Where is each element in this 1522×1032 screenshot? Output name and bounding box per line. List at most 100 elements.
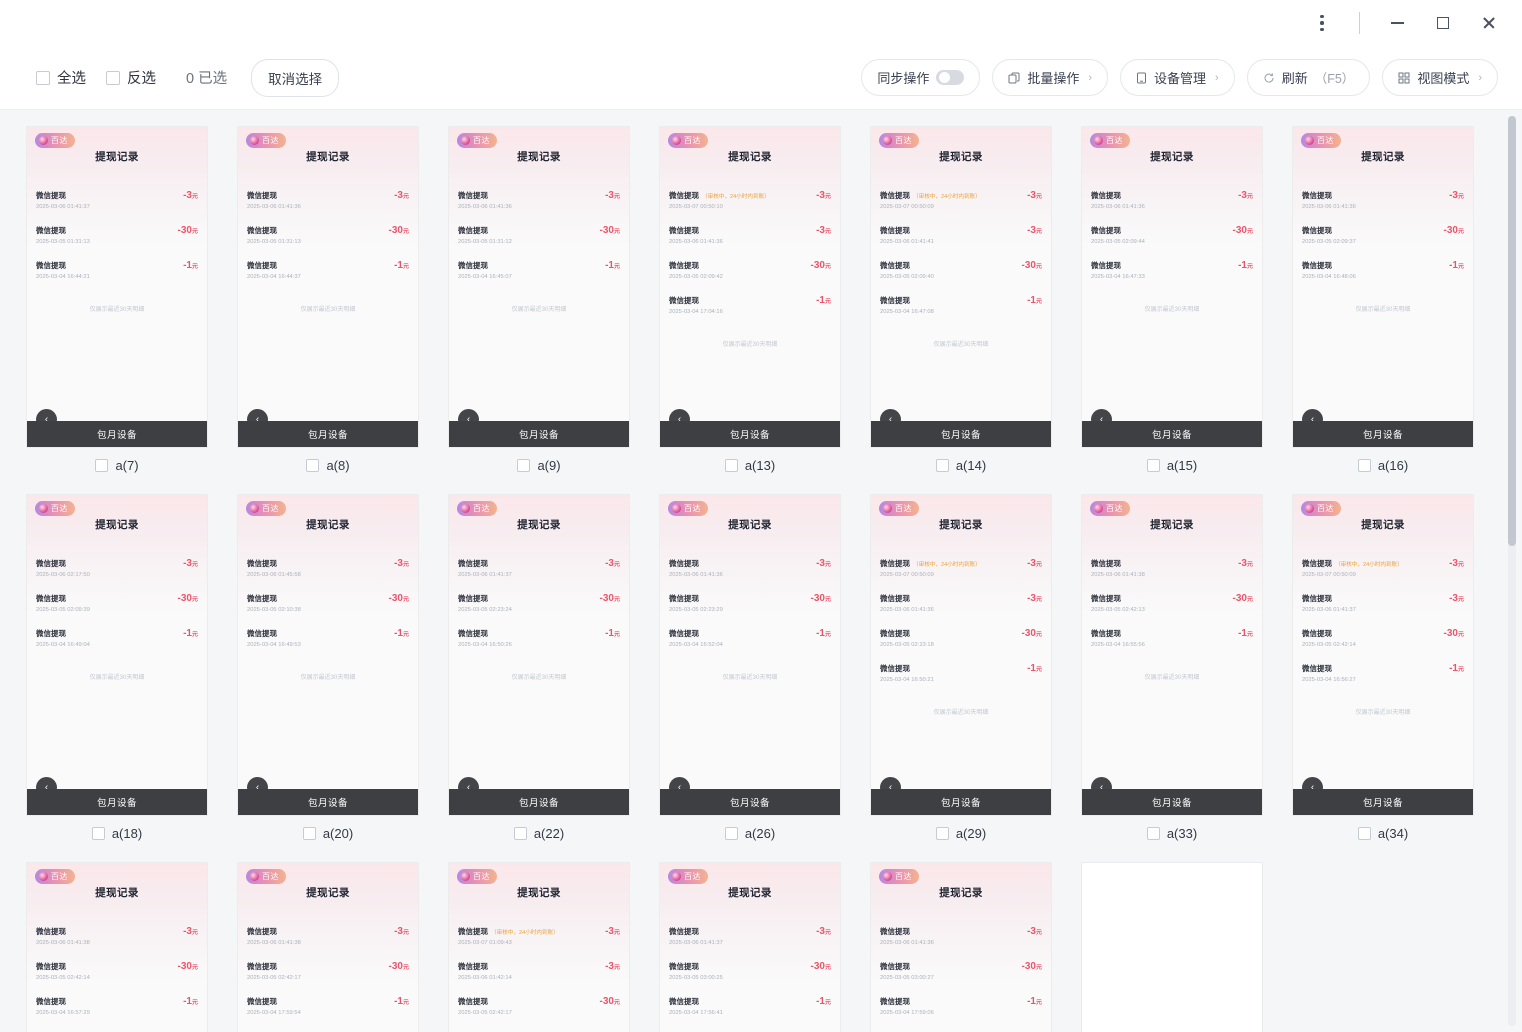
- invert-selection-checkbox[interactable]: 反选: [106, 67, 156, 88]
- device-card[interactable]: 百达 提现记录 微信提现 2025-03-06 01:41:36 -3元: [1292, 126, 1474, 482]
- withdrawal-title: 微信提现: [458, 962, 488, 971]
- device-select-checkbox[interactable]: [935, 458, 949, 472]
- withdrawal-title-line: 微信提现: [669, 961, 723, 972]
- device-card[interactable]: 百达 提现记录 微信提现 2025-03-06 01:41:38 -3元: [237, 862, 419, 1032]
- device-card[interactable]: 百达 提现记录 微信提现 2025-03-06 01:41:37 -3元: [26, 126, 208, 482]
- batch-operation-label: 批量操作: [1027, 71, 1080, 86]
- brand-name: 百达: [684, 504, 701, 513]
- select-all-label: 全选: [57, 71, 86, 87]
- withdrawal-title: 微信提现: [880, 296, 910, 305]
- device-card[interactable]: 百达 提现记录 微信提现 （审核中，24小时内到账） 2025-03-07 00…: [870, 494, 1052, 850]
- device-select-checkbox[interactable]: [1357, 826, 1371, 840]
- device-select-checkbox[interactable]: [517, 458, 531, 472]
- phone-mirror[interactable]: 百达 提现记录 微信提现 2025-03-06 01:41:38 -3元: [1081, 494, 1263, 816]
- device-card[interactable]: 百达 提现记录 微信提现 2025-03-06 01:41:38 -3元: [26, 862, 208, 1032]
- device-select-checkbox[interactable]: [1146, 826, 1160, 840]
- device-select-checkbox[interactable]: [935, 826, 949, 840]
- device-select-checkbox[interactable]: [1146, 458, 1160, 472]
- phone-mirror[interactable]: 百达 提现记录 微信提现 2025-03-06 01:41:36 -3元: [870, 862, 1052, 1032]
- device-select-checkbox[interactable]: [306, 458, 320, 472]
- device-card[interactable]: 百达 提现记录 微信提现 2025-03-06 01:41:36 -3元: [659, 494, 841, 850]
- withdrawal-info: 微信提现 2025-03-06 01:41:38: [1091, 558, 1145, 578]
- device-management-button[interactable]: 设备管理 ›: [1120, 59, 1235, 96]
- refresh-label: 刷新: [1281, 71, 1308, 86]
- toggle-switch[interactable]: [936, 70, 965, 85]
- device-card[interactable]: 百达 提现记录 微信提现 2025-03-06 01:45:58 -3元: [237, 494, 419, 850]
- phone-mirror[interactable]: 百达 提现记录 微信提现 （审核中，24小时内到账） 2025-03-07 00…: [870, 126, 1052, 448]
- phone-mirror[interactable]: 百达 提现记录 微信提现 （审核中，24小时内到账） 2025-03-07 01…: [448, 862, 630, 1032]
- phone-mirror[interactable]: 百达 提现记录 微信提现 2025-03-06 01:41:38 -3元: [26, 862, 208, 1032]
- device-card[interactable]: 百达 提现记录 微信提现 （审核中，24小时内到账） 2025-03-07 01…: [448, 862, 630, 1032]
- phone-mirror[interactable]: 百达 提现记录 微信提现 2025-03-06 01:41:38 -3元: [237, 862, 419, 1032]
- withdrawal-title-line: 微信提现 （审核中，24小时内到账）: [880, 558, 981, 569]
- device-select-checkbox[interactable]: [513, 826, 527, 840]
- withdrawal-title-line: 微信提现: [880, 926, 934, 937]
- withdrawal-info: 微信提现 2025-03-06 02:17:50: [36, 558, 90, 578]
- phone-mirror[interactable]: 百达 提现记录 微信提现 2025-03-06 01:41:37 -3元: [26, 126, 208, 448]
- device-card[interactable]: 百达 提现记录 微信提现 （审核中，24小时内到账） 2025-03-07 00…: [659, 126, 841, 482]
- withdrawal-title: 微信提现: [669, 997, 699, 1006]
- device-select-checkbox[interactable]: [724, 826, 738, 840]
- device-card[interactable]: 百达 提现记录 微信提现 （审核中，24小时内到账） 2025-03-07 00…: [1292, 494, 1474, 850]
- device-card[interactable]: 百达 提现记录 微信提现 2025-03-06 01:41:37 -3元: [448, 494, 630, 850]
- withdrawal-row: 微信提现 2025-03-06 01:45:58 -3元: [247, 551, 409, 586]
- refresh-button[interactable]: 刷新 （F5）: [1246, 59, 1371, 96]
- phone-mirror[interactable]: 百达 提现记录 微信提现 2025-03-06 01:41:36 -3元: [1081, 126, 1263, 448]
- close-button[interactable]: [1466, 0, 1512, 46]
- phone-mirror[interactable]: 百达 提现记录 微信提现 2025-03-06 01:41:37 -3元: [659, 862, 841, 1032]
- withdrawal-title-line: 微信提现 （审核中，24小时内到账）: [669, 190, 770, 201]
- maximize-button[interactable]: [1420, 0, 1466, 46]
- phone-mirror[interactable]: 百达 提现记录 微信提现 （审核中，24小时内到账） 2025-03-07 00…: [659, 126, 841, 448]
- device-card[interactable]: 百达 提现记录 微信提现 2025-03-06 01:41:37 -3元: [659, 862, 841, 1032]
- view-mode-button[interactable]: 视图模式 ›: [1382, 59, 1498, 96]
- withdrawal-amount: -3元: [605, 190, 620, 201]
- withdrawal-time: 2025-03-05 02:42:14: [36, 975, 90, 981]
- device-select-checkbox[interactable]: [1357, 458, 1371, 472]
- withdrawal-amount: -30元: [1232, 593, 1253, 604]
- device-card[interactable]: 百达 提现记录 微信提现 2025-03-06 01:41:36 -3元: [237, 126, 419, 482]
- withdrawal-title-line: 微信提现: [458, 558, 512, 569]
- device-card[interactable]: 百达 提现记录 微信提现 2025-03-06 02:17:50 -3元: [26, 494, 208, 850]
- minimize-button[interactable]: [1374, 0, 1420, 46]
- scrollbar-thumb[interactable]: [1508, 116, 1516, 546]
- device-card[interactable]: 百达 提现记录 微信提现 2025-03-06 01:41:36 -3元: [870, 862, 1052, 1032]
- withdrawal-time: 2025-03-05 02:42:17: [458, 1010, 512, 1016]
- withdrawal-title-line: 微信提现: [36, 926, 90, 937]
- withdrawal-amount: -3元: [183, 926, 198, 937]
- withdrawal-title-line: 微信提现: [1302, 225, 1356, 236]
- device-select-checkbox[interactable]: [91, 826, 105, 840]
- add-device-card[interactable]: + 新增设备: [1081, 862, 1263, 1032]
- sync-operation-toggle[interactable]: 同步操作: [861, 59, 981, 96]
- phone-mirror[interactable]: 百达 提现记录 微信提现 2025-03-06 01:45:58 -3元: [237, 494, 419, 816]
- withdrawal-time: 2025-03-05 03:00:27: [880, 975, 934, 981]
- phone-mirror[interactable]: 百达 提现记录 微信提现 2025-03-06 01:41:36 -3元: [237, 126, 419, 448]
- page-title: 提现记录: [95, 887, 139, 899]
- device-select-checkbox[interactable]: [302, 826, 316, 840]
- device-card[interactable]: 百达 提现记录 微信提现 2025-03-06 01:41:36 -3元: [448, 126, 630, 482]
- device-card[interactable]: 百达 提现记录 微信提现 （审核中，24小时内到账） 2025-03-07 00…: [870, 126, 1052, 482]
- device-card[interactable]: 百达 提现记录 微信提现 2025-03-06 01:41:38 -3元: [1081, 494, 1263, 850]
- phone-mirror[interactable]: 百达 提现记录 微信提现 2025-03-06 01:41:36 -3元: [659, 494, 841, 816]
- withdrawal-row: 微信提现 2025-03-04 17:59:06 -1元: [880, 989, 1042, 1024]
- device-select-checkbox[interactable]: [95, 458, 109, 472]
- phone-mirror[interactable]: 百达 提现记录 微信提现 2025-03-06 02:17:50 -3元: [26, 494, 208, 816]
- add-device-cell[interactable]: + 新增设备: [1081, 862, 1263, 1032]
- phone-mirror[interactable]: 百达 提现记录 微信提现 2025-03-06 01:41:37 -3元: [448, 494, 630, 816]
- more-menu-button[interactable]: [1299, 0, 1345, 46]
- brand-logo-icon: [461, 136, 470, 145]
- phone-mirror[interactable]: 百达 提现记录 微信提现 （审核中，24小时内到账） 2025-03-07 00…: [870, 494, 1052, 816]
- device-card[interactable]: 百达 提现记录 微信提现 2025-03-06 01:41:36 -3元: [1081, 126, 1263, 482]
- phone-mirror[interactable]: 百达 提现记录 微信提现 （审核中，24小时内到账） 2025-03-07 00…: [1292, 494, 1474, 816]
- cancel-selection-button[interactable]: 取消选择: [251, 58, 340, 97]
- phone-mirror[interactable]: 百达 提现记录 微信提现 2025-03-06 01:41:36 -3元: [448, 126, 630, 448]
- phone-mirror[interactable]: 百达 提现记录 微信提现 2025-03-06 01:41:36 -3元: [1292, 126, 1474, 448]
- withdrawal-time: 2025-03-06 01:41:36: [880, 940, 934, 946]
- withdrawal-title: 微信提现: [669, 594, 699, 603]
- device-status-bar: 包月设备: [1082, 789, 1262, 815]
- batch-operation-button[interactable]: 批量操作 ›: [992, 59, 1109, 96]
- brand-logo-icon: [883, 872, 892, 881]
- select-all-checkbox[interactable]: 全选: [36, 67, 86, 88]
- vertical-scrollbar[interactable]: [1508, 116, 1516, 1026]
- device-select-checkbox[interactable]: [724, 458, 738, 472]
- withdrawal-list: 微信提现 2025-03-06 01:41:38 -3元 微信提现 2025-0…: [238, 919, 418, 1024]
